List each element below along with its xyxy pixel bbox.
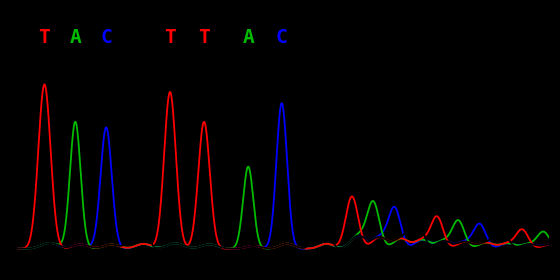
Text: T: T	[198, 28, 210, 47]
Text: C: C	[276, 28, 288, 47]
Text: A: A	[242, 28, 254, 47]
Text: G: G	[315, 28, 327, 47]
Text: G: G	[132, 28, 144, 47]
Text: C: C	[100, 28, 112, 47]
Text: T: T	[164, 28, 176, 47]
Text: A: A	[69, 28, 81, 47]
Text: T: T	[39, 28, 50, 47]
